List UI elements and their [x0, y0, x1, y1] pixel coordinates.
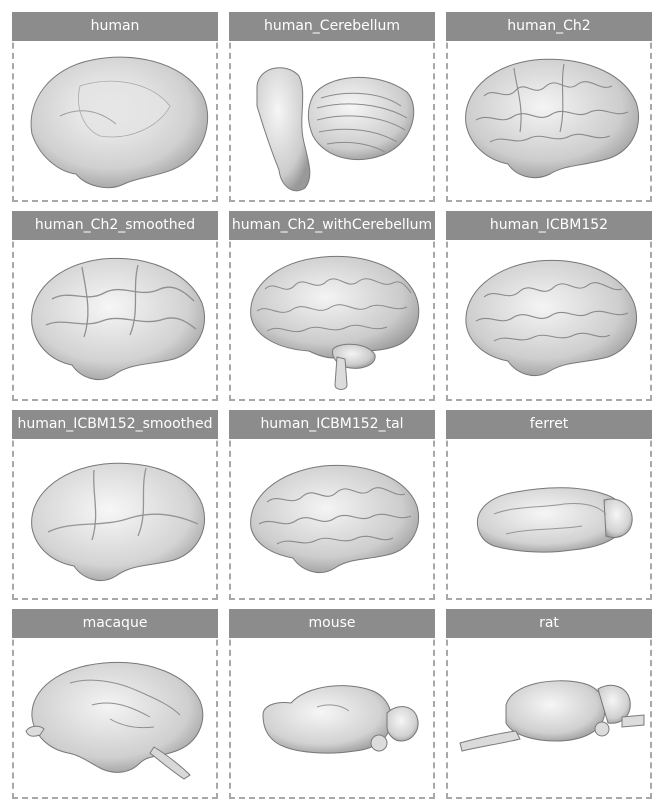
brain-render-human-icbm152 — [465, 259, 637, 376]
panel-title: human_ICBM152_smoothed — [12, 410, 218, 439]
panel-rat[interactable]: rat — [446, 609, 652, 799]
brain-render-mouse — [262, 685, 419, 754]
brain-render-human-icbm152-smoothed — [31, 462, 205, 581]
brain-render-human — [30, 56, 209, 189]
panel-macaque[interactable]: macaque — [12, 609, 218, 799]
panel-human-ch2-withcerebellum[interactable]: human_Ch2_withCerebellum — [229, 211, 435, 401]
panel-human-ch2-smoothed[interactable]: human_Ch2_smoothed — [12, 211, 218, 401]
panel-ferret[interactable]: ferret — [446, 410, 652, 600]
panel-human-icbm152-tal[interactable]: human_ICBM152_tal — [229, 410, 435, 600]
panel-human-cerebellum[interactable]: human_Cerebellum — [229, 12, 435, 202]
panel-human-ch2[interactable]: human_Ch2 — [446, 12, 652, 202]
panel-title: human_Ch2_smoothed — [12, 211, 218, 240]
panel-title: macaque — [12, 609, 218, 638]
brain-render-human-ch2-smoothed — [31, 257, 205, 380]
panel-title: human_Cerebellum — [229, 12, 435, 41]
panel-title: mouse — [229, 609, 435, 638]
brain-render-human-icbm152-tal — [250, 464, 419, 573]
panel-human-icbm152[interactable]: human_ICBM152 — [446, 211, 652, 401]
brain-render-ferret — [476, 487, 633, 553]
panel-human-icbm152-smoothed[interactable]: human_ICBM152_smoothed — [12, 410, 218, 600]
brain-render-human-cerebellum — [256, 67, 415, 192]
panel-title: human_Ch2 — [446, 12, 652, 41]
panel-mouse[interactable]: mouse — [229, 609, 435, 799]
panel-human[interactable]: human — [12, 12, 218, 202]
brain-render-rat — [459, 680, 645, 752]
panel-title: human_ICBM152_tal — [229, 410, 435, 439]
panel-title: rat — [446, 609, 652, 638]
panel-title: human_ICBM152 — [446, 211, 652, 240]
brain-render-macaque — [25, 661, 204, 780]
panel-title: human_Ch2_withCerebellum — [229, 211, 435, 240]
brain-render-human-ch2-withcerebellum — [250, 255, 420, 390]
brain-render-human-ch2 — [465, 58, 639, 179]
panel-title: human — [12, 12, 218, 41]
panel-title: ferret — [446, 410, 652, 439]
